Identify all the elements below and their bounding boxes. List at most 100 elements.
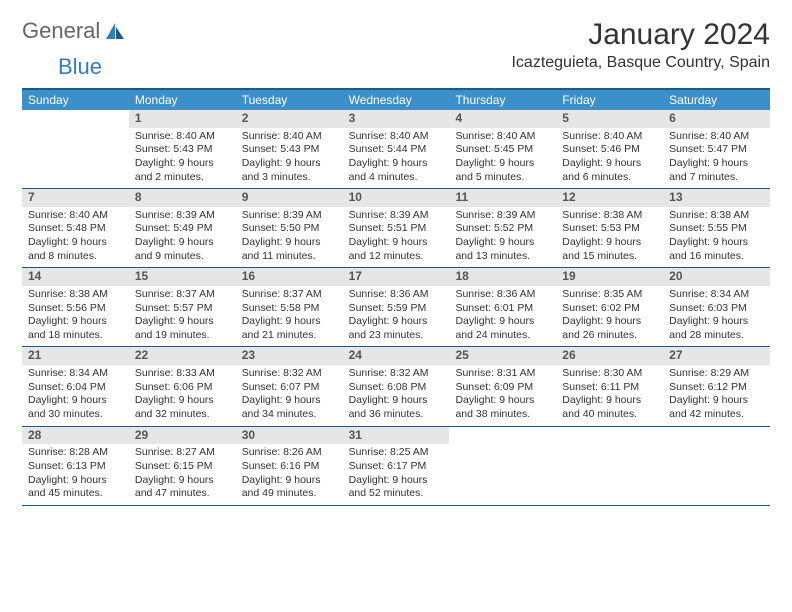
sunset-text: Sunset: 6:11 PM — [562, 381, 657, 395]
day-body: Sunrise: 8:35 AMSunset: 6:02 PMDaylight:… — [556, 286, 663, 347]
weekday-header: Thursday — [449, 90, 556, 110]
sunset-text: Sunset: 5:48 PM — [28, 222, 123, 236]
sunrise-text: Sunrise: 8:36 AM — [455, 288, 550, 302]
day-body: Sunrise: 8:40 AMSunset: 5:44 PMDaylight:… — [343, 128, 450, 189]
day-number: 23 — [236, 347, 343, 365]
daylight-text: Daylight: 9 hours and 40 minutes. — [562, 394, 657, 421]
day-cell: 25Sunrise: 8:31 AMSunset: 6:09 PMDayligh… — [449, 347, 556, 425]
sunset-text: Sunset: 6:06 PM — [135, 381, 230, 395]
sunrise-text: Sunrise: 8:34 AM — [669, 288, 764, 302]
daylight-text: Daylight: 9 hours and 28 minutes. — [669, 315, 764, 342]
day-cell: 20Sunrise: 8:34 AMSunset: 6:03 PMDayligh… — [663, 268, 770, 346]
sunset-text: Sunset: 5:43 PM — [135, 143, 230, 157]
weekday-header: Sunday — [22, 90, 129, 110]
logo-text-blue: Blue — [58, 54, 102, 79]
day-body: Sunrise: 8:38 AMSunset: 5:55 PMDaylight:… — [663, 207, 770, 268]
daylight-text: Daylight: 9 hours and 34 minutes. — [242, 394, 337, 421]
day-cell: 15Sunrise: 8:37 AMSunset: 5:57 PMDayligh… — [129, 268, 236, 346]
logo: General — [22, 18, 110, 44]
sunset-text: Sunset: 6:13 PM — [28, 460, 123, 474]
weekday-header: Friday — [556, 90, 663, 110]
sunrise-text: Sunrise: 8:40 AM — [455, 130, 550, 144]
day-cell: 1Sunrise: 8:40 AMSunset: 5:43 PMDaylight… — [129, 110, 236, 188]
sunset-text: Sunset: 6:12 PM — [669, 381, 764, 395]
day-cell: 13Sunrise: 8:38 AMSunset: 5:55 PMDayligh… — [663, 189, 770, 267]
day-number: 6 — [663, 110, 770, 128]
day-number: 4 — [449, 110, 556, 128]
sunrise-text: Sunrise: 8:39 AM — [135, 209, 230, 223]
daylight-text: Daylight: 9 hours and 45 minutes. — [28, 474, 123, 501]
daylight-text: Daylight: 9 hours and 11 minutes. — [242, 236, 337, 263]
day-body: Sunrise: 8:40 AMSunset: 5:43 PMDaylight:… — [236, 128, 343, 189]
day-cell: 26Sunrise: 8:30 AMSunset: 6:11 PMDayligh… — [556, 347, 663, 425]
sunrise-text: Sunrise: 8:27 AM — [135, 446, 230, 460]
sunrise-text: Sunrise: 8:30 AM — [562, 367, 657, 381]
day-cell: 17Sunrise: 8:36 AMSunset: 5:59 PMDayligh… — [343, 268, 450, 346]
sunrise-text: Sunrise: 8:31 AM — [455, 367, 550, 381]
day-cell: 19Sunrise: 8:35 AMSunset: 6:02 PMDayligh… — [556, 268, 663, 346]
day-number: 22 — [129, 347, 236, 365]
daylight-text: Daylight: 9 hours and 19 minutes. — [135, 315, 230, 342]
sunrise-text: Sunrise: 8:36 AM — [349, 288, 444, 302]
day-body: Sunrise: 8:36 AMSunset: 6:01 PMDaylight:… — [449, 286, 556, 347]
day-cell: 6Sunrise: 8:40 AMSunset: 5:47 PMDaylight… — [663, 110, 770, 188]
daylight-text: Daylight: 9 hours and 5 minutes. — [455, 157, 550, 184]
day-cell: 12Sunrise: 8:38 AMSunset: 5:53 PMDayligh… — [556, 189, 663, 267]
day-cell: 3Sunrise: 8:40 AMSunset: 5:44 PMDaylight… — [343, 110, 450, 188]
weekday-header: Monday — [129, 90, 236, 110]
sunrise-text: Sunrise: 8:40 AM — [28, 209, 123, 223]
sunset-text: Sunset: 5:50 PM — [242, 222, 337, 236]
sunset-text: Sunset: 5:58 PM — [242, 302, 337, 316]
day-number: 10 — [343, 189, 450, 207]
day-cell: 14Sunrise: 8:38 AMSunset: 5:56 PMDayligh… — [22, 268, 129, 346]
day-cell: 5Sunrise: 8:40 AMSunset: 5:46 PMDaylight… — [556, 110, 663, 188]
sunset-text: Sunset: 5:57 PM — [135, 302, 230, 316]
daylight-text: Daylight: 9 hours and 36 minutes. — [349, 394, 444, 421]
day-cell: 27Sunrise: 8:29 AMSunset: 6:12 PMDayligh… — [663, 347, 770, 425]
daylight-text: Daylight: 9 hours and 24 minutes. — [455, 315, 550, 342]
sunrise-text: Sunrise: 8:29 AM — [669, 367, 764, 381]
day-number: 14 — [22, 268, 129, 286]
day-cell: 28Sunrise: 8:28 AMSunset: 6:13 PMDayligh… — [22, 427, 129, 505]
day-number: 7 — [22, 189, 129, 207]
day-cell — [663, 427, 770, 505]
day-cell: 7Sunrise: 8:40 AMSunset: 5:48 PMDaylight… — [22, 189, 129, 267]
sunset-text: Sunset: 5:44 PM — [349, 143, 444, 157]
sunset-text: Sunset: 5:51 PM — [349, 222, 444, 236]
daylight-text: Daylight: 9 hours and 21 minutes. — [242, 315, 337, 342]
sunset-text: Sunset: 6:08 PM — [349, 381, 444, 395]
sunrise-text: Sunrise: 8:40 AM — [242, 130, 337, 144]
sunrise-text: Sunrise: 8:37 AM — [242, 288, 337, 302]
day-number: 27 — [663, 347, 770, 365]
sunrise-text: Sunrise: 8:39 AM — [455, 209, 550, 223]
day-body: Sunrise: 8:31 AMSunset: 6:09 PMDaylight:… — [449, 365, 556, 426]
sunset-text: Sunset: 6:04 PM — [28, 381, 123, 395]
sunset-text: Sunset: 5:55 PM — [669, 222, 764, 236]
sunrise-text: Sunrise: 8:32 AM — [349, 367, 444, 381]
day-number: 15 — [129, 268, 236, 286]
day-number: 5 — [556, 110, 663, 128]
day-cell: 21Sunrise: 8:34 AMSunset: 6:04 PMDayligh… — [22, 347, 129, 425]
sunrise-text: Sunrise: 8:38 AM — [28, 288, 123, 302]
location: Icazteguieta, Basque Country, Spain — [511, 54, 770, 72]
day-body: Sunrise: 8:40 AMSunset: 5:46 PMDaylight:… — [556, 128, 663, 189]
day-cell: 29Sunrise: 8:27 AMSunset: 6:15 PMDayligh… — [129, 427, 236, 505]
sunrise-text: Sunrise: 8:40 AM — [349, 130, 444, 144]
sunset-text: Sunset: 5:43 PM — [242, 143, 337, 157]
day-number: 17 — [343, 268, 450, 286]
daylight-text: Daylight: 9 hours and 12 minutes. — [349, 236, 444, 263]
sunset-text: Sunset: 5:45 PM — [455, 143, 550, 157]
day-number: 8 — [129, 189, 236, 207]
sunrise-text: Sunrise: 8:34 AM — [28, 367, 123, 381]
day-body: Sunrise: 8:37 AMSunset: 5:58 PMDaylight:… — [236, 286, 343, 347]
daylight-text: Daylight: 9 hours and 6 minutes. — [562, 157, 657, 184]
day-body: Sunrise: 8:26 AMSunset: 6:16 PMDaylight:… — [236, 444, 343, 505]
day-cell — [449, 427, 556, 505]
day-cell: 23Sunrise: 8:32 AMSunset: 6:07 PMDayligh… — [236, 347, 343, 425]
sunset-text: Sunset: 6:16 PM — [242, 460, 337, 474]
day-cell: 2Sunrise: 8:40 AMSunset: 5:43 PMDaylight… — [236, 110, 343, 188]
day-cell: 18Sunrise: 8:36 AMSunset: 6:01 PMDayligh… — [449, 268, 556, 346]
sunset-text: Sunset: 5:52 PM — [455, 222, 550, 236]
day-body: Sunrise: 8:34 AMSunset: 6:04 PMDaylight:… — [22, 365, 129, 426]
day-body: Sunrise: 8:38 AMSunset: 5:53 PMDaylight:… — [556, 207, 663, 268]
